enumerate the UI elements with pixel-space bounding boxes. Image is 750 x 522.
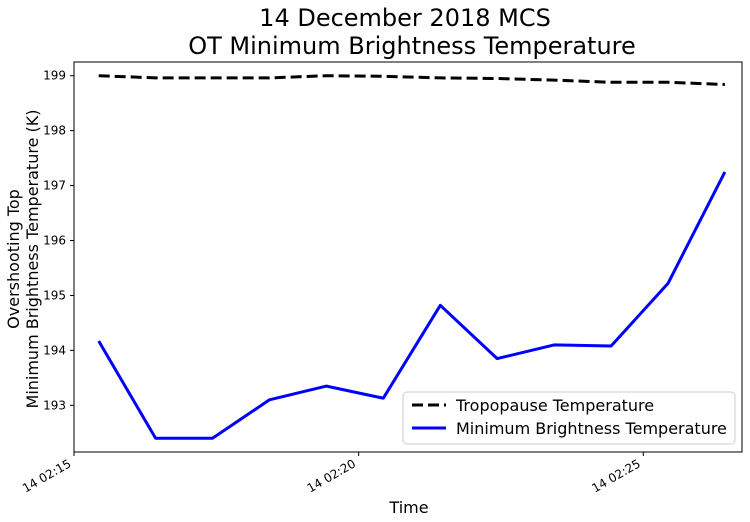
y-tick-label: 194 xyxy=(43,343,66,357)
legend: Tropopause Temperature Minimum Brightnes… xyxy=(402,391,736,445)
plot-frame xyxy=(73,61,743,453)
y-axis-label-line-2: Minimum Brightness Temperature (K) xyxy=(23,110,42,409)
y-tick-label: 193 xyxy=(43,398,66,412)
y-tick-label: 198 xyxy=(43,124,66,138)
y-tick-label: 199 xyxy=(43,69,66,83)
chart-title-line-2: OT Minimum Brightness Temperature xyxy=(188,32,636,60)
series-line-tropopause-temperature xyxy=(98,74,725,86)
y-tick-label: 196 xyxy=(43,234,66,248)
y-axis-label-line-1: Overshooting Top xyxy=(4,189,23,329)
legend-box xyxy=(402,391,736,445)
y-tick-label: 197 xyxy=(43,179,66,193)
y-tick-label: 195 xyxy=(43,288,66,302)
series-line-minimum-brightness-temperature xyxy=(97,171,727,440)
legend-label-minimum-brightness-temperature: Minimum Brightness Temperature xyxy=(456,419,727,438)
chart-title-line-1: 14 December 2018 MCS xyxy=(259,4,551,32)
legend-label-tropopause-temperature: Tropopause Temperature xyxy=(455,396,654,415)
x-axis-label: Time xyxy=(388,498,428,517)
